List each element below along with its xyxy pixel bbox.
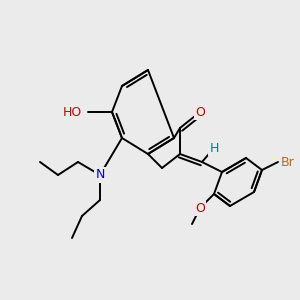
Text: H: H [209,142,219,154]
Text: O: O [195,106,205,118]
Text: HO: HO [63,106,82,118]
Text: Br: Br [281,155,295,169]
Text: N: N [95,169,105,182]
Text: O: O [195,202,205,214]
